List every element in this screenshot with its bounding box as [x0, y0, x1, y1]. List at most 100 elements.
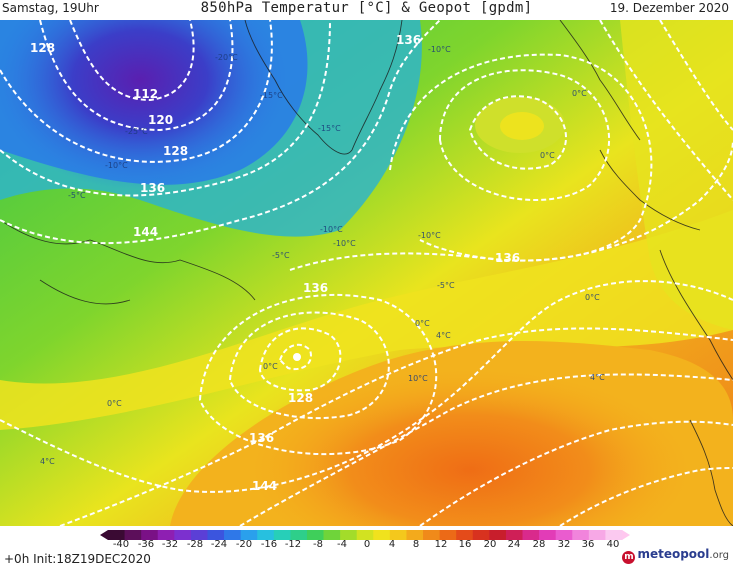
isotherm-label: -10°C	[418, 231, 441, 240]
colorbar-tick: -4	[337, 539, 347, 550]
colorbar-tick: -24	[210, 539, 228, 550]
isotherm-label: 0°C	[263, 362, 278, 371]
colorbar-tick: 8	[412, 539, 420, 550]
colorbar-tick: 12	[434, 539, 448, 550]
colorbar-tick: -20	[235, 539, 253, 550]
isotherm-label: -25°C	[125, 127, 148, 136]
colorbar-cell	[472, 530, 490, 540]
colorbar-labels: -40 -36 -32 -28 -24 -20 -16 -12 -8 -4 0 …	[100, 539, 630, 553]
british-isles-coast	[599, 149, 701, 231]
isotherm-label: 0°C	[415, 319, 430, 328]
polar-low-core	[0, 20, 290, 190]
geopot-label: 128	[163, 144, 188, 158]
colorbar-cell	[373, 530, 391, 540]
colorbar-cell	[522, 530, 540, 540]
colorbar-cell	[190, 530, 208, 540]
coastlines	[0, 20, 733, 526]
colorbar-tick: -36	[137, 539, 155, 550]
colorbar-cell	[505, 530, 523, 540]
colorbar-tick: 16	[458, 539, 472, 550]
iberia-coast	[689, 419, 733, 526]
isoline-136c	[289, 139, 733, 271]
isoline-east-b	[659, 20, 733, 131]
weather-map: 128 112 120 128 136 144 136 136 136 128 …	[0, 20, 733, 526]
geopot-label: 120	[148, 113, 173, 127]
newfoundland-coast	[39, 279, 131, 305]
geopot-label: 144	[133, 225, 158, 239]
colorbar-tick: 32	[557, 539, 571, 550]
isoline-136b	[389, 53, 653, 262]
colorbar-cell	[389, 530, 407, 540]
colorbar-min-arrow	[100, 530, 108, 540]
high-pressure-core	[500, 112, 544, 140]
isoline-160	[239, 373, 733, 526]
weather-map-canvas: 128 112 120 128 136 144 136 136 136 128 …	[0, 20, 733, 526]
geopot-label: 144	[252, 479, 277, 493]
isoline-168	[419, 420, 733, 526]
colorbar-cell	[174, 530, 192, 540]
colorbar-tick: 24	[507, 539, 521, 550]
geopot-label: 128	[30, 41, 55, 55]
isotherm-label: 4°C	[40, 457, 55, 466]
isoline-low-2	[258, 327, 342, 392]
north-america-coast	[0, 219, 256, 301]
geopot-label: 136	[303, 281, 328, 295]
greenland-coast	[244, 20, 403, 155]
isotherm-label: -5°C	[272, 251, 290, 260]
colorbar-cell	[356, 530, 374, 540]
colorbar-tick: -28	[186, 539, 204, 550]
colorbar-tick: 28	[532, 539, 546, 550]
colorbar-tick: -32	[161, 539, 179, 550]
isotherm-label: -5°C	[68, 191, 86, 200]
colorbar-cell	[340, 530, 358, 540]
meteopool-logo[interactable]: m meteopool.org	[622, 547, 729, 564]
geopot-label: 136	[495, 251, 520, 265]
colorbar-cell	[572, 530, 590, 540]
colorbar-tick: -8	[313, 539, 323, 550]
forecast-date: 19. Dezember 2020	[609, 1, 729, 15]
meteopool-icon: m	[622, 551, 636, 564]
colorbar-cell	[539, 530, 557, 540]
colorbar-tick: -16	[260, 539, 278, 550]
geopot-label: 112	[133, 87, 158, 101]
isoline-high-outer	[438, 69, 611, 201]
isoline-136a	[0, 20, 331, 197]
temperature-labels: -25°C -20°C -15°C -10°C -5°C -15°C -10°C…	[40, 45, 605, 466]
isoline-high-inner	[468, 95, 567, 170]
geopot-label: 128	[288, 391, 313, 405]
colorbar-cell	[224, 530, 242, 540]
colorbar-cell	[456, 530, 474, 540]
isoline-144a	[0, 20, 441, 245]
colorbar-tick: 40	[606, 539, 620, 550]
temperature-colorbar	[100, 530, 630, 540]
isoline-136d	[198, 293, 438, 456]
isotherm-label: 4°C	[436, 331, 451, 340]
colorbar-cell	[306, 530, 324, 540]
isotherm-label: -10°C	[320, 225, 343, 234]
colorbar-cell	[555, 530, 573, 540]
geopot-label: 136	[140, 181, 165, 195]
brand-tld: .org	[709, 550, 729, 561]
map-title: 850hPa Temperatur [°C] & Geopot [gpdm]	[200, 0, 533, 16]
brand-name: meteopool	[637, 547, 710, 561]
colorbar-tick: 4	[388, 539, 396, 550]
colorbar-cell	[323, 530, 341, 540]
isoline-low-inner	[278, 343, 312, 370]
colorbar-cell	[290, 530, 308, 540]
header: Samstag, 19Uhr 850hPa Temperatur [°C] & …	[0, 0, 733, 20]
isoline-112	[69, 20, 195, 102]
norway-coast	[559, 20, 641, 141]
isotherm-label: -15°C	[318, 124, 341, 133]
colorbar-cell	[588, 530, 606, 540]
colorbar-cell	[240, 530, 258, 540]
isoline-120	[39, 20, 234, 132]
colorbar-cell	[257, 530, 275, 540]
colorbar-cell	[157, 530, 175, 540]
isotherm-label: -15°C	[260, 91, 283, 100]
colorbar-cell	[273, 530, 291, 540]
colorbar-tick: -40	[112, 539, 130, 550]
init-time: +0h Init:18Z19DEC2020	[4, 552, 151, 566]
isotherm-label: 10°C	[408, 374, 428, 383]
colorbar-cell	[141, 530, 159, 540]
geopotential-isolines	[0, 20, 733, 526]
